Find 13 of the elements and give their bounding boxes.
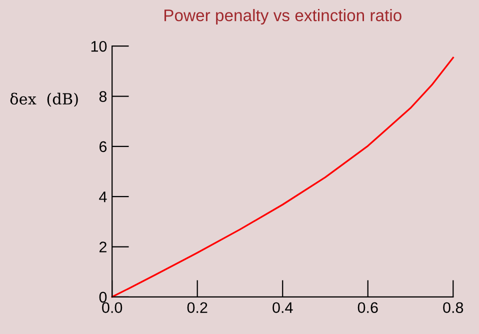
y-tick-label: 4 — [99, 192, 107, 202]
x-tick-label: 0.8 — [443, 302, 464, 314]
x-tick-label: 0.2 — [187, 302, 208, 314]
chart-title: Power penalty vs extinction ratio — [164, 9, 402, 25]
x-tick-label: 0.4 — [272, 302, 293, 314]
y-tick-label: 0 — [99, 292, 107, 303]
x-tick-label: 0.0 — [102, 302, 122, 314]
y-tick-label: 2 — [100, 242, 106, 252]
y-axis-title: δex (dB) — [10, 92, 78, 107]
x-tick-label: 0.6 — [358, 302, 378, 314]
y-tick-label: 8 — [99, 91, 107, 102]
y-tick-label: 10 — [91, 40, 107, 52]
y-tick-label: 6 — [100, 141, 107, 152]
